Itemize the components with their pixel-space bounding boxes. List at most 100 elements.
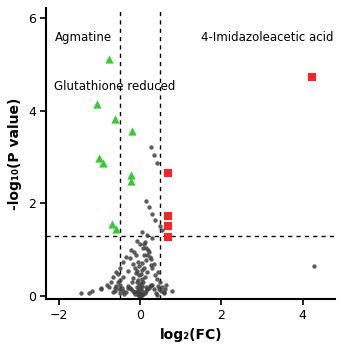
- Point: [118, 277, 123, 283]
- Point: [105, 282, 110, 288]
- Point: [89, 288, 95, 294]
- Point: [78, 290, 84, 295]
- Point: [135, 289, 141, 295]
- Point: [139, 260, 145, 266]
- Point: [128, 172, 134, 177]
- Point: [108, 279, 113, 284]
- Point: [100, 160, 106, 165]
- Point: [123, 254, 128, 260]
- Point: [94, 101, 100, 106]
- Point: [146, 285, 152, 291]
- Point: [137, 293, 143, 299]
- Point: [135, 259, 141, 264]
- Point: [138, 290, 143, 295]
- Point: [139, 230, 145, 235]
- Point: [130, 275, 135, 281]
- Point: [162, 287, 168, 292]
- Point: [128, 178, 134, 184]
- Point: [154, 276, 160, 281]
- Point: [136, 263, 142, 269]
- Point: [160, 284, 165, 290]
- Point: [155, 270, 161, 275]
- Point: [111, 274, 116, 280]
- Text: Agmatine: Agmatine: [55, 31, 112, 44]
- Point: [134, 288, 139, 294]
- Point: [158, 223, 163, 229]
- Point: [113, 270, 119, 275]
- Point: [139, 276, 145, 281]
- Point: [151, 261, 157, 267]
- Point: [138, 281, 144, 286]
- Text: 4-Imidazoleacetic acid: 4-Imidazoleacetic acid: [201, 31, 334, 44]
- Point: [98, 287, 104, 292]
- Point: [127, 285, 133, 291]
- Point: [158, 288, 164, 294]
- Point: [161, 289, 166, 295]
- Point: [133, 270, 139, 276]
- Point: [125, 268, 131, 274]
- Point: [140, 245, 146, 250]
- Point: [125, 285, 131, 291]
- Point: [148, 144, 154, 149]
- Point: [309, 74, 314, 80]
- Point: [135, 284, 140, 290]
- Point: [137, 291, 142, 296]
- Point: [143, 198, 149, 204]
- Point: [112, 285, 118, 291]
- Y-axis label: -log₁₀(P value): -log₁₀(P value): [8, 97, 22, 210]
- Point: [145, 247, 151, 253]
- Point: [133, 253, 139, 258]
- Point: [140, 291, 146, 297]
- Point: [142, 274, 148, 280]
- Point: [136, 287, 142, 292]
- Point: [139, 288, 144, 294]
- Point: [138, 271, 144, 277]
- Point: [141, 241, 147, 247]
- Point: [158, 279, 163, 284]
- Point: [165, 170, 170, 176]
- Point: [137, 241, 143, 247]
- Point: [138, 285, 144, 291]
- X-axis label: log₂(FC): log₂(FC): [160, 328, 222, 342]
- Point: [136, 282, 141, 288]
- Point: [141, 252, 147, 257]
- Point: [116, 287, 121, 292]
- Point: [138, 292, 144, 297]
- Point: [147, 254, 153, 260]
- Point: [154, 160, 160, 165]
- Point: [157, 287, 162, 292]
- Point: [112, 116, 118, 122]
- Point: [145, 232, 150, 238]
- Point: [113, 226, 119, 232]
- Point: [146, 250, 152, 255]
- Point: [113, 284, 119, 289]
- Point: [117, 290, 122, 295]
- Point: [148, 282, 154, 288]
- Point: [142, 239, 148, 244]
- Point: [130, 261, 135, 267]
- Point: [140, 284, 145, 289]
- Point: [154, 292, 160, 298]
- Point: [139, 293, 145, 298]
- Point: [115, 271, 120, 277]
- Point: [129, 280, 134, 285]
- Point: [163, 282, 169, 288]
- Point: [165, 214, 170, 219]
- Point: [160, 228, 165, 233]
- Point: [143, 245, 149, 250]
- Point: [134, 280, 139, 285]
- Point: [166, 223, 171, 229]
- Point: [98, 285, 104, 291]
- Point: [151, 152, 157, 158]
- Point: [135, 292, 141, 298]
- Point: [128, 287, 134, 292]
- Point: [120, 259, 126, 264]
- Point: [151, 287, 157, 292]
- Point: [131, 289, 136, 295]
- Point: [149, 282, 155, 288]
- Point: [148, 257, 154, 262]
- Point: [161, 290, 167, 295]
- Point: [120, 274, 126, 280]
- Point: [132, 291, 138, 296]
- Point: [140, 267, 145, 273]
